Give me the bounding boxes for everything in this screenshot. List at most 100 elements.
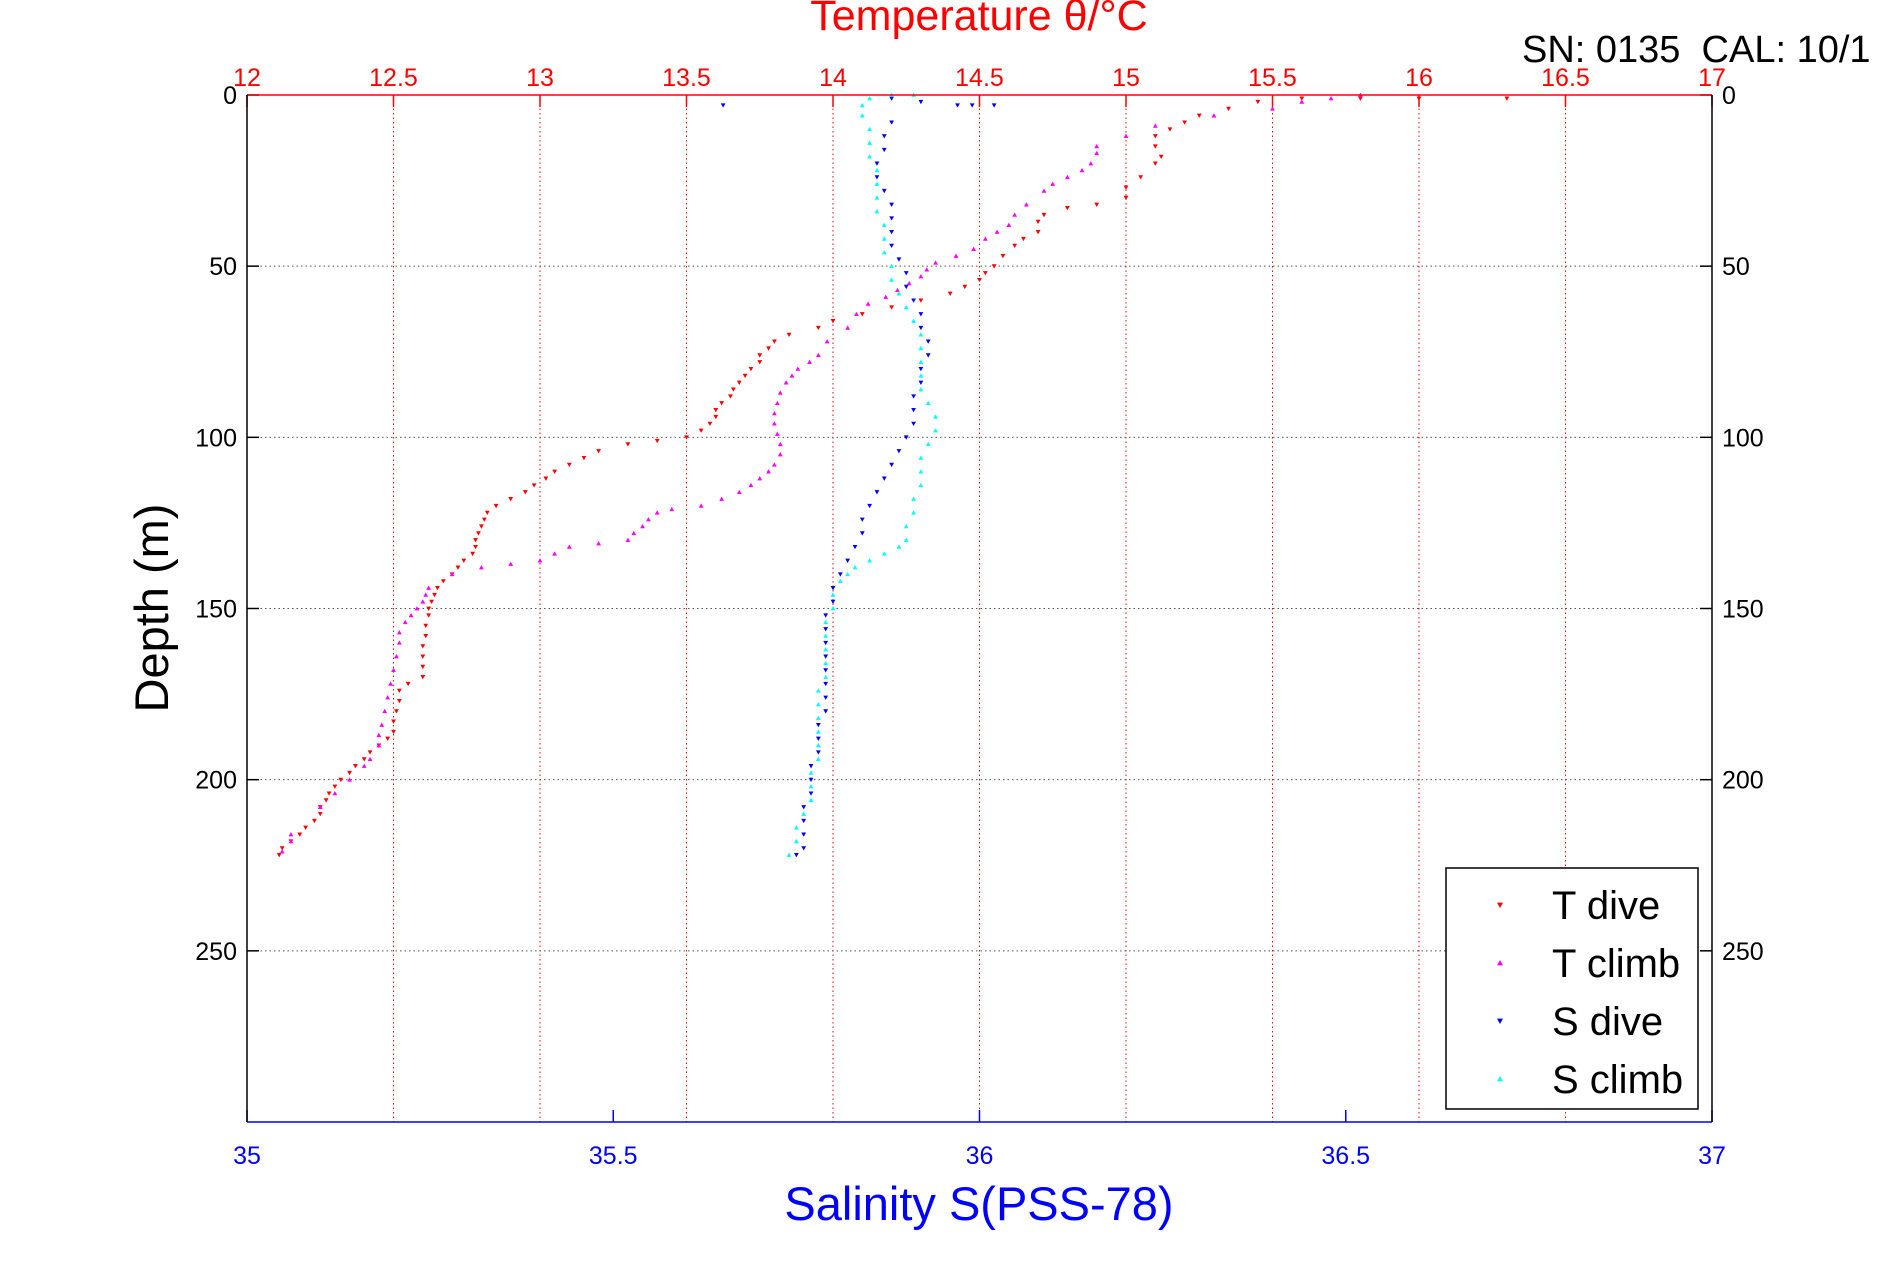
- t-climb-point: [994, 229, 1000, 234]
- legend-label-t-climb: T climb: [1552, 942, 1680, 986]
- legend-box: [1445, 867, 1699, 1110]
- data-marks: [276, 92, 1510, 858]
- s-climb-point: [815, 715, 821, 720]
- t-dive-point: [918, 298, 924, 303]
- depth-tick-label: 150: [195, 596, 237, 624]
- t-dive-point: [947, 291, 953, 296]
- t-climb-point: [736, 489, 742, 495]
- t-dive-point: [473, 538, 478, 543]
- t-dive-point: [420, 644, 426, 649]
- s-climb-point: [801, 811, 807, 816]
- t-climb-point: [777, 441, 783, 447]
- t-dive-point: [748, 366, 754, 372]
- t-climb-point: [640, 523, 645, 529]
- temperature-axis-title: Temperature θ/°C: [810, 0, 1147, 40]
- s-dive-point: [808, 791, 814, 796]
- s-climb-point: [918, 359, 924, 364]
- s-dive-point: [837, 572, 843, 577]
- t-dive-point: [566, 462, 572, 468]
- t-climb-point: [789, 373, 795, 378]
- depth-tick-label-right: 0: [1722, 82, 1736, 110]
- temperature-tick-label: 15.5: [1248, 64, 1297, 92]
- t-dive-point: [982, 271, 988, 276]
- t-dive-point: [426, 613, 432, 618]
- s-dive-point: [889, 120, 894, 125]
- t-dive-point: [1299, 96, 1305, 101]
- t-climb-point: [288, 832, 294, 837]
- t-dive-point: [1041, 212, 1047, 218]
- t-climb-point: [279, 849, 285, 854]
- s-climb-point: [823, 633, 829, 638]
- salinity-tick-label: 35.5: [589, 1142, 638, 1170]
- t-dive-point: [479, 524, 484, 529]
- s-climb-point: [896, 291, 902, 296]
- s-dive-point: [801, 846, 807, 851]
- t-dive-point: [455, 565, 461, 570]
- t-climb-point: [845, 325, 851, 330]
- s-dive-point: [918, 325, 924, 331]
- s-climb-point: [867, 154, 873, 159]
- s-climb-point: [925, 441, 931, 447]
- s-dive-point: [896, 449, 902, 454]
- t-dive-point: [543, 476, 549, 481]
- t-climb-point: [347, 777, 352, 782]
- s-climb-point: [903, 537, 909, 542]
- t-climb-point: [1012, 212, 1018, 217]
- s-dive-point: [815, 750, 821, 755]
- t-climb-point: [646, 517, 651, 522]
- t-climb-point: [777, 452, 783, 457]
- t-dive-point: [423, 623, 429, 629]
- t-climb-point: [1270, 106, 1275, 111]
- t-climb-point: [376, 732, 382, 738]
- t-dive-point: [713, 408, 719, 413]
- t-climb-point: [414, 606, 420, 611]
- depth-tick-label: 250: [195, 938, 237, 966]
- t-climb-point: [367, 756, 373, 762]
- s-dive-point: [823, 654, 829, 659]
- s-dive-point: [830, 599, 836, 605]
- s-climb-point: [859, 102, 865, 108]
- s-climb-point: [874, 181, 880, 186]
- s-dive-point: [969, 103, 975, 108]
- depth-tick-label: 50: [209, 253, 237, 281]
- t-climb-point: [596, 541, 601, 546]
- t-climb-point: [1088, 161, 1094, 166]
- t-climb-point: [807, 359, 812, 364]
- s-climb-point: [903, 304, 909, 310]
- t-dive-point: [815, 325, 821, 331]
- t-climb-point: [391, 667, 396, 673]
- s-dive-point: [808, 764, 814, 769]
- legend-label-s-climb: S climb: [1552, 1058, 1683, 1102]
- s-dive-point: [889, 243, 894, 249]
- t-dive-point: [698, 428, 704, 433]
- t-climb-point: [1123, 133, 1129, 138]
- s-climb-point: [918, 373, 924, 378]
- t-dive-point: [1123, 185, 1129, 190]
- t-dive-point: [757, 360, 763, 365]
- t-dive-point: [581, 455, 587, 461]
- t-dive-point: [317, 811, 323, 817]
- t-climb-point: [982, 236, 988, 241]
- s-climb-point: [918, 455, 924, 460]
- t-dive-point: [1255, 99, 1261, 105]
- t-climb-point: [1006, 222, 1012, 228]
- t-dive-point: [1358, 96, 1363, 101]
- t-dive-point: [1035, 219, 1041, 225]
- s-climb-point: [911, 496, 916, 501]
- t-climb-point: [795, 366, 801, 371]
- s-dive-point: [859, 531, 865, 536]
- s-climb-point: [933, 414, 938, 419]
- t-dive-point: [596, 449, 601, 454]
- t-dive-point: [481, 517, 487, 522]
- s-climb-point: [815, 743, 821, 748]
- s-dive-point: [815, 736, 821, 741]
- s-dive-point: [918, 366, 924, 372]
- legend-entries: T dive T climb S dive S climb: [1497, 884, 1683, 1102]
- t-climb-point: [774, 400, 780, 406]
- t-climb-point: [748, 482, 754, 488]
- s-dive-point: [918, 312, 924, 317]
- s-climb-point: [830, 592, 836, 597]
- t-climb-point: [774, 431, 780, 436]
- s-climb-point: [874, 208, 880, 214]
- t-climb-point: [402, 619, 408, 625]
